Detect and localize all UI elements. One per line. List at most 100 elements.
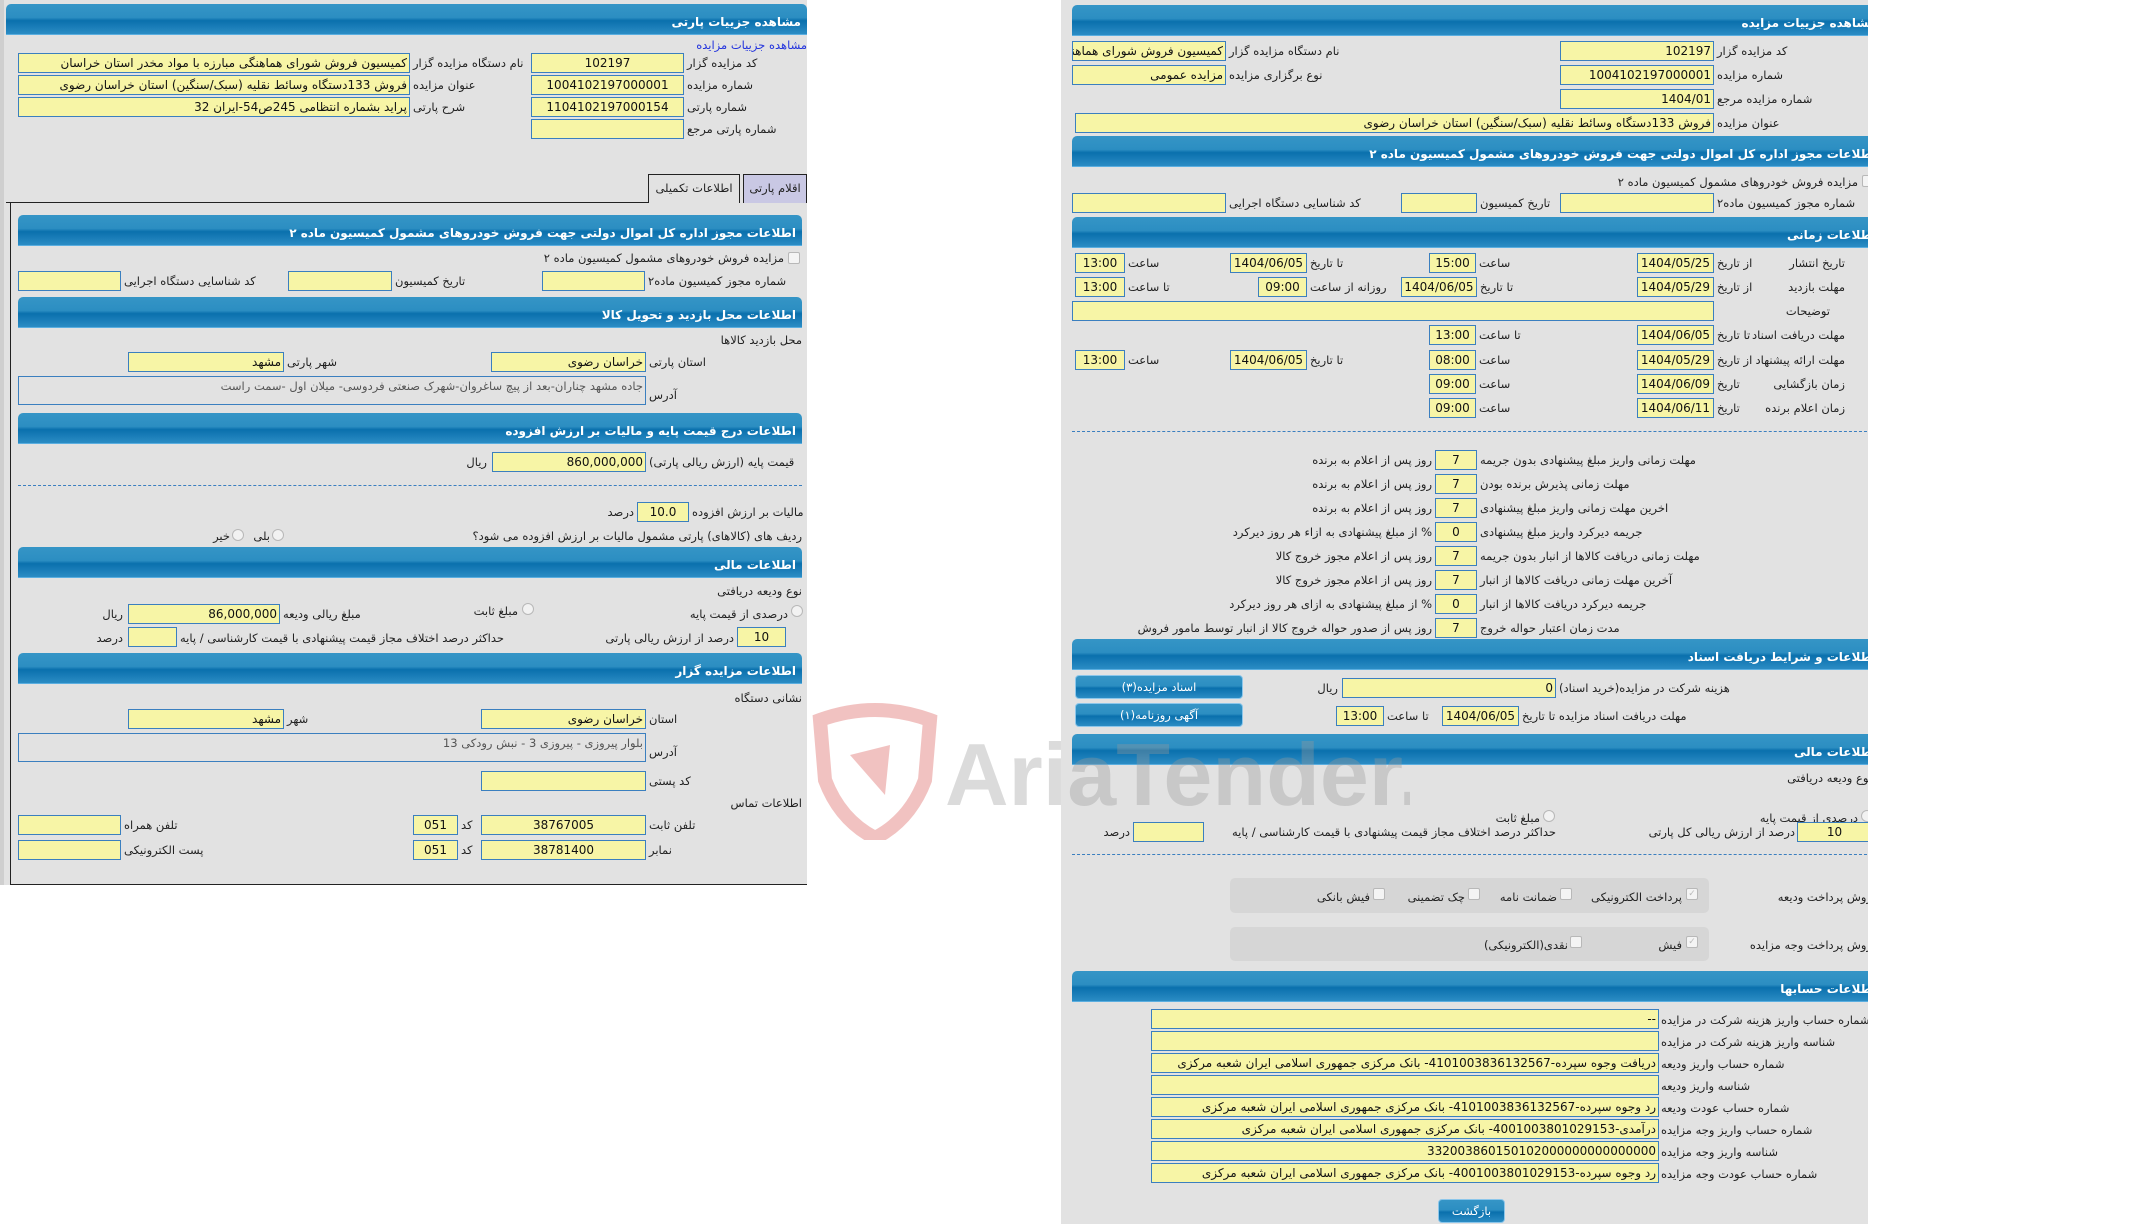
lot-description-field[interactable]: پراید بشماره انتظامی 245ص54-ایران 32 (18, 97, 410, 117)
deadline-value[interactable]: 7 (1435, 474, 1477, 494)
vat-field[interactable]: 10.0 (637, 502, 689, 522)
opening-time-label: ساعت (1479, 377, 1511, 391)
account-field[interactable]: -- (1151, 1009, 1659, 1029)
auction-number-field[interactable]: 1004102197000001 (531, 75, 684, 95)
auction-ref-field[interactable]: 1404/01 (1560, 89, 1714, 109)
account-field[interactable]: دریافت وجوه سپرده-4101003836132567- بانک… (1151, 1053, 1659, 1073)
vat-no-radio[interactable] (232, 529, 244, 541)
publish-to-date[interactable]: 1404/06/05 (1230, 253, 1307, 273)
opening-date[interactable]: 1404/06/09 (1637, 374, 1714, 394)
opening-time[interactable]: 09:00 (1429, 374, 1476, 394)
offer-time[interactable]: 08:00 (1429, 350, 1476, 370)
r-commission-date-field[interactable] (1401, 193, 1477, 213)
article2-checkbox[interactable] (788, 252, 800, 264)
r-max-diff-field[interactable] (1133, 822, 1204, 842)
postal-code-field[interactable] (481, 771, 646, 791)
auctioneer-city-field[interactable]: مشهد (128, 709, 284, 729)
auction-title-field[interactable]: فروش 133دستگاه وسائط نقلیه (سبک/سنگین) ا… (18, 75, 410, 95)
deadline-value[interactable]: 7 (1435, 618, 1477, 638)
newspaper-ad-button[interactable]: آگهی روزنامه(۱) (1075, 703, 1243, 727)
docs-time[interactable]: 13:00 (1429, 325, 1476, 345)
deadline-value[interactable]: 7 (1435, 570, 1477, 590)
permit-number-field[interactable] (542, 271, 645, 291)
r-executive-code-field[interactable] (1072, 193, 1226, 213)
doc-deadline-time[interactable]: 13:00 (1336, 706, 1384, 726)
r-auction-number-field[interactable]: 1004102197000001 (1560, 65, 1714, 85)
deposit-method-checkbox[interactable] (1468, 888, 1480, 900)
visit-to-date[interactable]: 1404/06/05 (1401, 277, 1477, 297)
lot-city-field[interactable]: مشهد (128, 352, 284, 372)
docs-to-date[interactable]: 1404/06/05 (1637, 325, 1714, 345)
visit-to-time[interactable]: 13:00 (1075, 277, 1125, 297)
account-field[interactable] (1151, 1075, 1659, 1095)
commission-date-field[interactable] (288, 271, 392, 291)
deposit-amount-field[interactable]: 86,000,000 (128, 604, 280, 624)
fax-field[interactable]: 38781400 (481, 840, 646, 860)
account-field[interactable]: رد وجوه سپرده-4001003801029153- بانک مرک… (1151, 1163, 1659, 1183)
tab-supplementary-info[interactable]: اطلاعات تکمیلی (648, 174, 740, 203)
notes-field[interactable] (1072, 301, 1714, 321)
visit-daily-time[interactable]: 09:00 (1258, 277, 1307, 297)
deadline-value[interactable]: 7 (1435, 546, 1477, 566)
visit-from-date[interactable]: 1404/05/29 (1637, 277, 1714, 297)
deposit-method-checkbox[interactable] (1560, 888, 1572, 900)
deadline-value[interactable]: 0 (1435, 594, 1477, 614)
offer-from-date[interactable]: 1404/05/29 (1637, 350, 1714, 370)
phone-field[interactable]: 38767005 (481, 815, 646, 835)
r-auctioneer-code-field[interactable]: 102197 (1560, 41, 1714, 61)
deposit-percent-radio[interactable] (791, 605, 803, 617)
r-deposit-fixed-radio[interactable] (1543, 810, 1555, 822)
deposit-percent-field[interactable]: 10 (737, 627, 786, 647)
winner-time[interactable]: 09:00 (1429, 398, 1476, 418)
auctioneer-name-field[interactable]: کمیسیون فروش شورای هماهنگی مبارزه با موا… (18, 53, 410, 73)
view-auction-details-link[interactable]: مشاهده جزییات مزایده (696, 38, 807, 52)
doc-deadline-date[interactable]: 1404/06/05 (1442, 706, 1519, 726)
executive-code-field[interactable] (18, 271, 121, 291)
r-deposit-percent-radio[interactable] (1861, 810, 1868, 822)
account-field[interactable]: رد وجوه سپرده-4101003836132567- بانک مرک… (1151, 1097, 1659, 1117)
tab-lot-items[interactable]: اقلام پارتی (743, 174, 807, 203)
account-field[interactable]: درآمدی-4001003801029153- بانک مرکزی جمهو… (1151, 1119, 1659, 1139)
email-field[interactable] (18, 840, 121, 860)
offer-to-time-label: ساعت (1128, 353, 1160, 367)
auctioneer-address-field[interactable]: بلوار پیروزی - پیروزی 3 - نبش رودکی 13 (18, 733, 646, 762)
fax-label: نمابر (649, 843, 672, 857)
base-price-field[interactable]: 860,000,000 (492, 452, 646, 472)
vat-yes-radio[interactable] (272, 529, 284, 541)
lot-province-field[interactable]: خراسان رضوی (491, 352, 646, 372)
deposit-method-checkbox[interactable] (1373, 888, 1385, 900)
mobile-field[interactable] (18, 815, 121, 835)
auction-type-field[interactable]: مزایده عمومی (1072, 65, 1226, 85)
max-diff-field[interactable] (128, 627, 177, 647)
publish-to-time[interactable]: 13:00 (1075, 253, 1125, 273)
payment-method-checkbox[interactable] (1570, 936, 1582, 948)
deposit-fixed-radio[interactable] (522, 603, 534, 615)
auction-documents-button[interactable]: اسناد مزایده(۳) (1075, 675, 1243, 699)
publish-time[interactable]: 15:00 (1429, 253, 1476, 273)
phone-code-field[interactable]: 051 (413, 815, 458, 835)
account-field[interactable] (1151, 1031, 1659, 1051)
r-permit-number-field[interactable] (1560, 193, 1714, 213)
offer-to-time[interactable]: 13:00 (1075, 350, 1125, 370)
fee-field[interactable]: 0 (1342, 678, 1556, 698)
publish-from-date[interactable]: 1404/05/25 (1637, 253, 1714, 273)
fax-code-field[interactable]: 051 (413, 840, 458, 860)
deadline-value[interactable]: 0 (1435, 522, 1477, 542)
deadline-value[interactable]: 7 (1435, 450, 1477, 470)
deposit-method-checkbox[interactable]: ✓ (1686, 888, 1698, 900)
deadline-value[interactable]: 7 (1435, 498, 1477, 518)
winner-date[interactable]: 1404/06/11 (1637, 398, 1714, 418)
offer-to-date[interactable]: 1404/06/05 (1230, 350, 1307, 370)
payment-method-checkbox[interactable]: ✓ (1686, 936, 1698, 948)
r-auctioneer-name-field[interactable]: کمیسیون فروش شورای هماهنگی مبارزه با موا… (1072, 41, 1226, 61)
reference-lot-field[interactable] (531, 119, 684, 139)
visit-address-field[interactable]: جاده مشهد چناران-بعد از پیچ ساغروان-شهرک… (18, 376, 646, 405)
lot-number-field[interactable]: 1104102197000154 (531, 97, 684, 117)
account-field[interactable]: 332003860150102000000000000000 (1151, 1141, 1659, 1161)
r-article2-checkbox[interactable] (1862, 175, 1868, 187)
r-auction-title-field[interactable]: فروش 133دستگاه وسائط نقلیه (سبک/سنگین) ا… (1075, 113, 1714, 133)
r-deposit-percent-field[interactable]: 10 (1797, 822, 1868, 842)
back-button[interactable]: بازگشت (1438, 1199, 1505, 1223)
auctioneer-province-field[interactable]: خراسان رضوی (481, 709, 646, 729)
auctioneer-code-field[interactable]: 102197 (531, 53, 684, 73)
